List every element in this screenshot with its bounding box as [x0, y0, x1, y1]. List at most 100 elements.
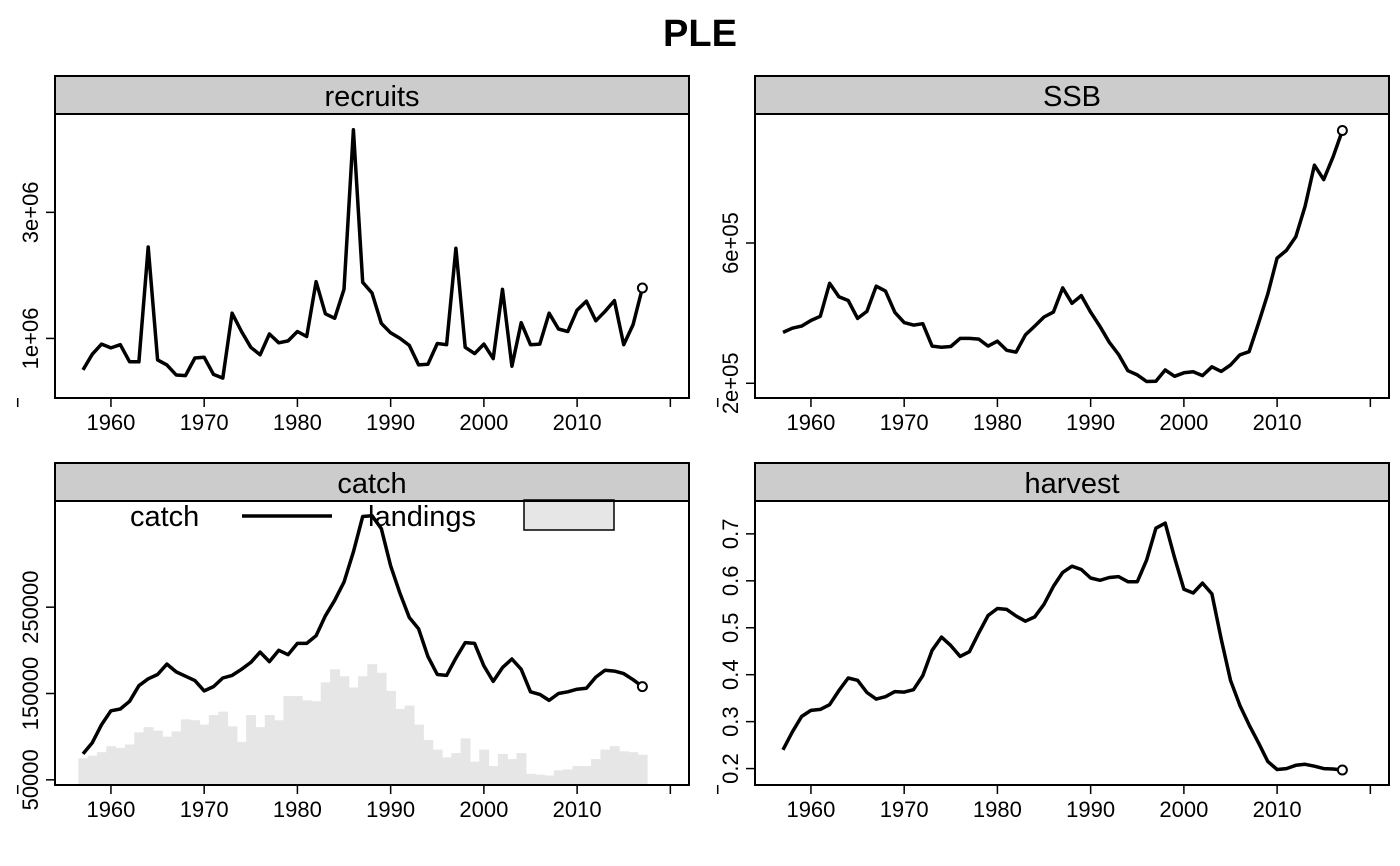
landings-bar: [451, 753, 462, 785]
landings-bar: [591, 759, 602, 785]
x-tick-label: 1970: [180, 797, 229, 822]
landings-bar: [302, 700, 312, 785]
strip-label-recruits: recruits: [324, 81, 419, 113]
landings-bar: [628, 752, 639, 785]
landings-bar: [134, 732, 145, 785]
landings-bar: [516, 753, 527, 785]
x-tick-label: 2010: [1253, 410, 1302, 435]
strip-label-harvest: harvest: [1024, 468, 1119, 500]
x-tick-label: 1990: [1066, 410, 1115, 435]
landings-bar: [199, 724, 210, 785]
panel-harvest: harvest 1960 1970 1980 1990 2000 2010 0.2 0.3 0.…: [716, 462, 1390, 822]
landings-bar: [78, 758, 89, 785]
landings-bar: [441, 757, 452, 785]
landings-bar: [96, 752, 107, 785]
y-tick-label: 6e+05: [718, 212, 743, 274]
landings-bar: [385, 690, 396, 785]
y-tick-label: 0.2: [718, 753, 743, 784]
landings-bar: [246, 715, 257, 785]
landings-bar: [264, 715, 275, 785]
landings-bar: [124, 744, 135, 785]
landings-bar: [609, 746, 620, 785]
landings-bar: [152, 730, 163, 785]
x-tick-label: 1970: [880, 410, 929, 435]
legend-key-landings: [523, 499, 615, 531]
x-tick-label: 1960: [86, 410, 135, 435]
legend-label-landings: landings: [368, 501, 476, 533]
y-tick-label: 0.3: [718, 706, 743, 737]
ssb-last-point: [1336, 124, 1348, 136]
landings-bar: [227, 726, 238, 785]
landings-bar: [255, 727, 266, 785]
plot-area-ssb: [754, 113, 1390, 399]
y-tick-label: 0.5: [718, 612, 743, 643]
landings-bar: [348, 687, 359, 785]
landings-bar: [413, 724, 424, 785]
x-tick-label: 1960: [86, 797, 135, 822]
panel-catch: catch 1960 1970 1980 1990 2000 2010 50000 15000…: [16, 462, 690, 822]
landings-bar: [488, 766, 499, 785]
landings-bar: [106, 746, 117, 785]
landings-bar: [581, 766, 592, 785]
strip-label-ssb: SSB: [1043, 81, 1101, 113]
x-tick-label: 2000: [459, 797, 508, 822]
ssb-line: [782, 129, 1345, 384]
landings-bar: [497, 753, 508, 785]
landings-bar: [619, 751, 629, 785]
recruits-last-point: [636, 282, 648, 294]
y-tick-label: 0.7: [718, 519, 743, 550]
landings-bar: [171, 731, 182, 785]
x-tick-label: 1980: [273, 410, 322, 435]
y-tick-label: 250000: [18, 570, 43, 643]
x-tick-label: 2010: [553, 797, 602, 822]
catch-line: [81, 513, 644, 756]
landings-bar: [311, 701, 322, 785]
strip-recruits: [54, 75, 690, 115]
landings-bar: [525, 773, 536, 785]
landings-bar: [320, 682, 331, 785]
catch-last-point: [636, 681, 648, 693]
panel-recruits: recruits 1960 1970 1980 1990 2000 2010 1e+06 3e…: [16, 75, 690, 435]
x-tick-label: 1960: [786, 797, 835, 822]
x-tick-label: 1970: [880, 797, 929, 822]
landings-bar: [190, 720, 201, 785]
y-tick-label: 0.4: [718, 659, 743, 690]
plot-area-catch: [54, 500, 690, 786]
landings-bar: [339, 676, 350, 785]
y-tick-label: 3e+06: [18, 181, 43, 243]
landings-bar: [563, 769, 574, 785]
panel-ssb: SSB 1960 1970 1980 1990 2000 2010 2e+05 6e+05: [716, 75, 1390, 435]
landings-bar: [460, 738, 471, 785]
landings-bar: [507, 759, 518, 785]
y-tick-label: 0.6: [718, 566, 743, 597]
legend-label-catch: catch: [130, 501, 199, 533]
plot-area-harvest: [754, 500, 1390, 786]
y-tick-label: 2e+05: [718, 352, 743, 414]
landings-bar: [115, 747, 126, 785]
figure-title: PLE: [663, 13, 737, 55]
y-tick-label: 50000: [18, 749, 43, 810]
x-tick-label: 1960: [786, 410, 835, 435]
plot-area-recruits: [54, 113, 690, 399]
strip-catch: [54, 462, 690, 502]
strip-harvest: [754, 462, 1390, 502]
x-tick-label: 1980: [973, 797, 1022, 822]
x-tick-label: 2010: [1253, 797, 1302, 822]
x-tick-label: 1990: [1066, 797, 1115, 822]
landings-bar: [469, 761, 480, 785]
x-tick-label: 1990: [366, 797, 415, 822]
landings-bar: [87, 755, 98, 785]
landings-bar: [292, 696, 303, 785]
x-tick-label: 2010: [553, 410, 602, 435]
landings-bar: [218, 711, 229, 785]
landings-bar: [423, 740, 434, 785]
landings-bar: [208, 715, 219, 785]
recruits-line: [81, 128, 645, 380]
landings-bar: [600, 749, 611, 785]
landings-bar: [330, 669, 340, 785]
landings-bar: [367, 664, 378, 785]
landings-bar: [358, 676, 368, 785]
x-tick-label: 2000: [1159, 797, 1208, 822]
landings-bar: [376, 672, 387, 785]
